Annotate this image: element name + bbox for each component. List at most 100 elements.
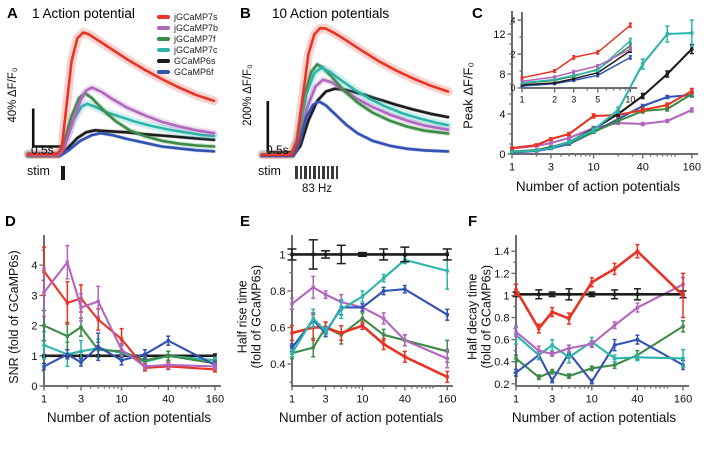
svg-text:1: 1 bbox=[519, 95, 524, 105]
svg-text:2: 2 bbox=[31, 321, 37, 333]
svg-text:10: 10 bbox=[356, 394, 368, 406]
legend-row: GCaMP6f bbox=[157, 67, 218, 77]
svg-text:0.8: 0.8 bbox=[494, 312, 509, 324]
stim-tick bbox=[299, 166, 302, 179]
legend-row: jGCaMP7b bbox=[157, 23, 218, 33]
panel-a-ylabel: 40% ΔF/F₀ bbox=[7, 67, 19, 123]
svg-text:40: 40 bbox=[399, 394, 411, 406]
legend-swatch bbox=[157, 70, 170, 74]
panel-f-ylabel-line1: Half decay time bbox=[465, 273, 480, 360]
panel-b-chart bbox=[257, 23, 453, 160]
legend-label: GCaMP6s bbox=[174, 56, 216, 66]
panel-b-letter: B bbox=[240, 5, 251, 22]
legend-label: jGCaMP7b bbox=[174, 23, 219, 33]
panel-a-letter: A bbox=[7, 5, 18, 22]
panel-b-title: 10 Action potentials bbox=[272, 6, 390, 21]
svg-text:0.4: 0.4 bbox=[270, 359, 285, 371]
svg-text:1.4: 1.4 bbox=[494, 246, 509, 258]
svg-text:5: 5 bbox=[595, 95, 600, 105]
panel-f-letter: F bbox=[468, 213, 478, 230]
legend-row: jGCaMP7f bbox=[157, 34, 218, 44]
stim-tick bbox=[313, 166, 316, 179]
stim-tick bbox=[304, 166, 307, 179]
stim-tick bbox=[335, 166, 338, 179]
panel-a-chart bbox=[23, 28, 219, 159]
panel-e-letter: E bbox=[240, 213, 251, 230]
svg-text:2: 2 bbox=[552, 95, 557, 105]
svg-text:0: 0 bbox=[31, 381, 37, 393]
panel-c-ylabel: Peak ΔF/F₀ bbox=[460, 62, 476, 129]
svg-text:160: 160 bbox=[674, 394, 692, 406]
svg-text:3: 3 bbox=[323, 394, 329, 406]
legend: jGCaMP7s jGCaMP7b jGCaMP7f jGCaMP7c GCaMP6s G… bbox=[157, 12, 218, 77]
stim-tick bbox=[61, 166, 65, 180]
panel-e-xlabel: Number of action potentials bbox=[278, 410, 444, 425]
panel-b-scalebar-label: 0.5s bbox=[266, 143, 289, 157]
svg-text:1: 1 bbox=[513, 394, 519, 406]
panel-d-letter: D bbox=[5, 213, 16, 230]
svg-text:1: 1 bbox=[503, 290, 509, 302]
svg-text:40: 40 bbox=[637, 162, 649, 174]
panel-e-ylabel-line1: Half rise time bbox=[235, 280, 250, 354]
svg-text:8: 8 bbox=[499, 69, 505, 81]
panel-e-chart: 1 3 10 40 160 0.4 0.6 0.8 1 bbox=[270, 235, 456, 406]
svg-text:40: 40 bbox=[162, 394, 174, 406]
panel-c-letter: C bbox=[472, 5, 483, 22]
stim-tick bbox=[326, 166, 329, 179]
stim-tick bbox=[322, 166, 325, 179]
svg-text:4: 4 bbox=[31, 260, 37, 272]
svg-text:1: 1 bbox=[41, 394, 47, 406]
svg-text:10: 10 bbox=[587, 162, 599, 174]
svg-text:3: 3 bbox=[78, 394, 84, 406]
svg-text:1: 1 bbox=[31, 351, 37, 363]
legend-label: jGCaMP7c bbox=[174, 45, 218, 55]
panel-a-title: 1 Action potential bbox=[32, 6, 135, 21]
panel-b-stim-freq: 83 Hz bbox=[301, 183, 333, 195]
svg-text:12: 12 bbox=[493, 29, 505, 41]
stim-tick bbox=[331, 166, 334, 179]
panel-a-stim-label: stim bbox=[27, 164, 50, 178]
svg-text:3: 3 bbox=[549, 394, 555, 406]
svg-text:3: 3 bbox=[31, 290, 37, 302]
legend-swatch bbox=[157, 59, 170, 63]
svg-text:10: 10 bbox=[625, 95, 635, 105]
svg-text:4: 4 bbox=[510, 15, 515, 25]
panel-f-xlabel: Number of action potentials bbox=[511, 410, 677, 425]
svg-text:3: 3 bbox=[548, 162, 554, 174]
legend-row: GCaMP6s bbox=[157, 56, 218, 66]
svg-text:0: 0 bbox=[499, 149, 505, 161]
panel-d-ylabel: SNR (fold of GCaMP6s) bbox=[7, 250, 21, 384]
panel-e-ylabel: Half rise time (fold of GCaMP6s) bbox=[235, 232, 264, 402]
legend-swatch bbox=[157, 15, 170, 19]
panel-c-inset-chart: 1 2 3 5 10 0 2 4 bbox=[510, 12, 637, 105]
svg-text:1: 1 bbox=[289, 394, 295, 406]
panel-f-chart: 1 3 10 40 160 0.2 0.4 0.6 0.8 1 1.2 1.4 bbox=[494, 235, 692, 406]
svg-text:0.4: 0.4 bbox=[494, 357, 509, 369]
panel-b-stim-marks bbox=[295, 166, 338, 179]
svg-text:0.6: 0.6 bbox=[270, 322, 285, 334]
panel-a-stim-marks bbox=[61, 166, 65, 180]
svg-text:160: 160 bbox=[206, 394, 224, 406]
svg-text:10: 10 bbox=[586, 394, 598, 406]
svg-text:0.8: 0.8 bbox=[270, 286, 285, 298]
svg-text:0.2: 0.2 bbox=[494, 379, 509, 391]
svg-text:1: 1 bbox=[509, 162, 515, 174]
panel-c-xlabel: Number of action potentials bbox=[515, 179, 681, 194]
svg-text:2: 2 bbox=[510, 49, 515, 59]
legend-label: jGCaMP7f bbox=[174, 34, 216, 44]
svg-text:40: 40 bbox=[631, 394, 643, 406]
legend-swatch bbox=[157, 26, 170, 30]
svg-text:0: 0 bbox=[510, 83, 515, 93]
panel-a-scalebar-label: 0.5s bbox=[31, 143, 54, 157]
panel-b-ylabel: 200% ΔF/F₀ bbox=[242, 64, 254, 126]
legend-row: jGCaMP7c bbox=[157, 45, 218, 55]
svg-text:4: 4 bbox=[499, 109, 505, 121]
stim-tick bbox=[295, 166, 298, 179]
legend-label: GCaMP6f bbox=[174, 67, 214, 77]
svg-text:1: 1 bbox=[279, 249, 285, 261]
legend-row: jGCaMP7s bbox=[157, 12, 218, 22]
svg-text:160: 160 bbox=[438, 394, 456, 406]
svg-text:10: 10 bbox=[115, 394, 127, 406]
